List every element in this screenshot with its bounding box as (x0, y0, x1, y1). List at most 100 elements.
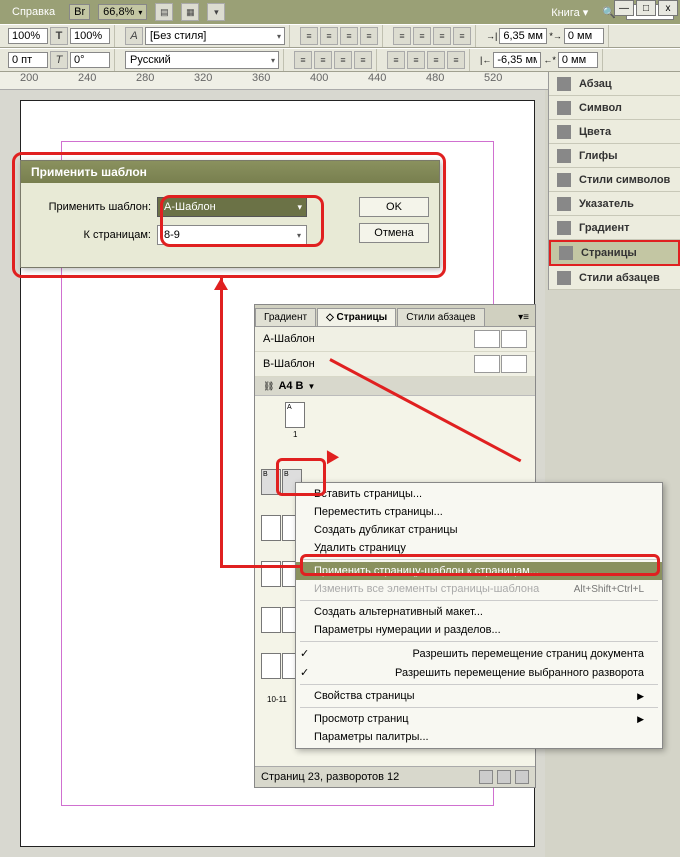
context-item[interactable]: ✓Разрешить перемещение выбранного развор… (296, 663, 662, 682)
master-row[interactable]: В-Шаблон (255, 352, 535, 377)
align2-b-icon[interactable]: ≡ (407, 51, 425, 69)
context-item[interactable]: Применить страницу-шаблон к страницам... (296, 562, 662, 580)
screen-mode-icon[interactable]: ▤ (155, 3, 173, 21)
indent-right-input[interactable] (493, 52, 541, 68)
panel-tab-Градиент[interactable]: Градиент (549, 216, 680, 240)
panel-tab[interactable]: Градиент (255, 308, 316, 326)
workspace-label[interactable]: Книга ▾ (551, 6, 588, 19)
master-thumb (474, 330, 500, 348)
panel-tab-Стили абзацев[interactable]: Стили абзацев (549, 266, 680, 290)
context-item-label: Разрешить перемещение выбранного разворо… (395, 667, 644, 679)
view-options-icon[interactable]: ▾ (207, 3, 225, 21)
char-format-icon[interactable]: A (125, 27, 143, 45)
context-item[interactable]: Параметры палитры... (296, 728, 662, 746)
char-style-select[interactable]: [Без стиля] (145, 27, 285, 45)
pages-input[interactable] (157, 225, 307, 245)
align2-a-icon[interactable]: ≡ (387, 51, 405, 69)
panel-tab-Глифы[interactable]: Глифы (549, 144, 680, 168)
panel-tab-Стили символов[interactable]: Стили символов (549, 168, 680, 192)
context-item-label: Создать альтернативный макет... (314, 606, 483, 618)
context-item-label: Просмотр страниц (314, 713, 409, 725)
context-item[interactable]: Переместить страницы... (296, 503, 662, 521)
context-item[interactable]: Параметры нумерации и разделов... (296, 621, 662, 639)
page-size-row[interactable]: ⛓ A4 B ▼ (255, 377, 535, 396)
panel-tab-Абзац[interactable]: Абзац (549, 72, 680, 96)
ok-button[interactable]: OK (359, 197, 429, 217)
master-thumb (501, 330, 527, 348)
indent-left-input[interactable] (499, 28, 547, 44)
new-page-icon[interactable] (497, 770, 511, 784)
app-menubar: Справка Br 66,8% ▾ ▤ ▦ ▾ Книга ▾ 🔍 (0, 0, 680, 24)
align-left-icon[interactable]: ≡ (300, 27, 318, 45)
character-icon (557, 101, 571, 115)
rotation-input[interactable] (70, 52, 110, 68)
context-item[interactable]: Удалить страницу (296, 539, 662, 557)
context-item[interactable]: Просмотр страниц▶ (296, 710, 662, 728)
panel-tab[interactable]: ◇ Страницы (317, 308, 396, 326)
panel-tab-Страницы[interactable]: Страницы (549, 240, 680, 266)
arrange-icon[interactable]: ▦ (181, 3, 199, 21)
panel-label: Страницы (581, 247, 637, 259)
master-select[interactable]: А-Шаблон (157, 197, 307, 217)
skew-icon[interactable]: T (50, 51, 68, 69)
minimize-button[interactable]: — (614, 0, 634, 16)
ruler-tick: 440 (368, 72, 386, 84)
zoom-field[interactable]: 66,8% ▾ (98, 4, 147, 20)
ruler-tick: 320 (194, 72, 212, 84)
context-item-label: Применить страницу-шаблон к страницам... (314, 565, 539, 577)
align-j-left-icon[interactable]: ≡ (393, 27, 411, 45)
align-justify-icon[interactable]: ≡ (360, 27, 378, 45)
master-pages-list: А-Шаблон В-Шаблон (255, 327, 535, 377)
context-item-label: Свойства страницы (314, 690, 415, 702)
first-line-input[interactable] (564, 28, 604, 44)
pages-panel-tabs: Градиент◇ СтраницыСтили абзацев ▾≡ (255, 305, 535, 327)
align-j-right-icon[interactable]: ≡ (433, 27, 451, 45)
align-j-center-icon[interactable]: ≡ (413, 27, 431, 45)
master-row[interactable]: А-Шаблон (255, 327, 535, 352)
edit-page-size-icon[interactable] (479, 770, 493, 784)
panel-tab-Символ[interactable]: Символ (549, 96, 680, 120)
language-select[interactable]: Русский (125, 51, 279, 69)
pages-dropdown-icon[interactable]: ▾ (297, 231, 301, 240)
align-bot-icon[interactable]: ≡ (334, 51, 352, 69)
cancel-button[interactable]: Отмена (359, 223, 429, 243)
context-item[interactable]: Создать дубликат страницы (296, 521, 662, 539)
panel-tab[interactable]: Стили абзацев (397, 308, 484, 326)
bridge-button[interactable]: Br (69, 4, 90, 20)
last-line-input[interactable] (558, 52, 598, 68)
menu-help[interactable]: Справка (6, 3, 61, 21)
master-name: А-Шаблон (263, 333, 315, 345)
align2-c-icon[interactable]: ≡ (427, 51, 445, 69)
align-center-icon[interactable]: ≡ (320, 27, 338, 45)
delete-page-icon[interactable] (515, 770, 529, 784)
panel-tab-Цвета[interactable]: Цвета (549, 120, 680, 144)
ruler-tick: 200 (20, 72, 38, 84)
maximize-button[interactable]: □ (636, 0, 656, 16)
type-tool-icon[interactable]: T (50, 27, 68, 45)
vscale-input[interactable] (70, 28, 110, 44)
align-spine-icon[interactable]: ≡ (354, 51, 372, 69)
close-button[interactable]: x (658, 0, 678, 16)
align-right-icon[interactable]: ≡ (340, 27, 358, 45)
align-top-icon[interactable]: ≡ (294, 51, 312, 69)
context-item[interactable]: Вставить страницы... (296, 485, 662, 503)
align2-d-icon[interactable]: ≡ (447, 51, 465, 69)
paragraph-icon (557, 77, 571, 91)
align-j-full-icon[interactable]: ≡ (453, 27, 471, 45)
ruler-tick: 520 (484, 72, 502, 84)
leading-input[interactable] (8, 52, 48, 68)
panel-menu-icon[interactable]: ▾≡ (512, 309, 535, 326)
page-thumb-1[interactable]: A (285, 402, 529, 428)
hscale-input[interactable] (8, 28, 48, 44)
size-dropdown-icon[interactable]: ▼ (308, 382, 316, 391)
context-item[interactable]: Создать альтернативный макет... (296, 603, 662, 621)
master-select-value: А-Шаблон (164, 201, 216, 213)
control-toolbar-1: T A [Без стиля] ≡ ≡ ≡ ≡ ≡ ≡ ≡ ≡ →| *→ (0, 24, 680, 48)
align-mid-icon[interactable]: ≡ (314, 51, 332, 69)
panel-tab-Указатель[interactable]: Указатель (549, 192, 680, 216)
context-separator (300, 600, 658, 601)
page-number-1: 1 (293, 430, 529, 439)
apply-master-label: Применить шаблон: (31, 201, 151, 213)
context-item[interactable]: Свойства страницы▶ (296, 687, 662, 705)
context-item[interactable]: ✓Разрешить перемещение страниц документа (296, 644, 662, 663)
